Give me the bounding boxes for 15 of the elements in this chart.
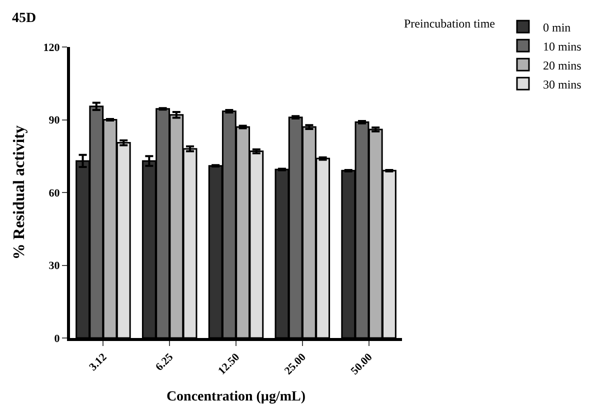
- legend-label: 0 min: [542, 20, 571, 34]
- legend-label: 30 mins: [542, 77, 582, 92]
- y-tick-label: 0: [54, 332, 60, 345]
- y-axis-title: % Residual activity: [11, 125, 28, 260]
- legend-label: 10 mins: [542, 39, 582, 54]
- chart-title: 45D: [12, 11, 36, 26]
- x-tick-label: 6.25: [154, 350, 176, 374]
- y-tick-label: 30: [48, 260, 60, 272]
- legend-label: 20 mins: [542, 58, 582, 72]
- x-axis-title: Concentration (µg/mL): [166, 390, 306, 405]
- y-tick-label: 120: [43, 42, 60, 54]
- x-tick-label: 3.12: [87, 350, 110, 374]
- y-tick-label: 90: [48, 114, 60, 127]
- y-tick-label: 60: [48, 187, 60, 200]
- legend-title: Preincubation time: [404, 16, 495, 31]
